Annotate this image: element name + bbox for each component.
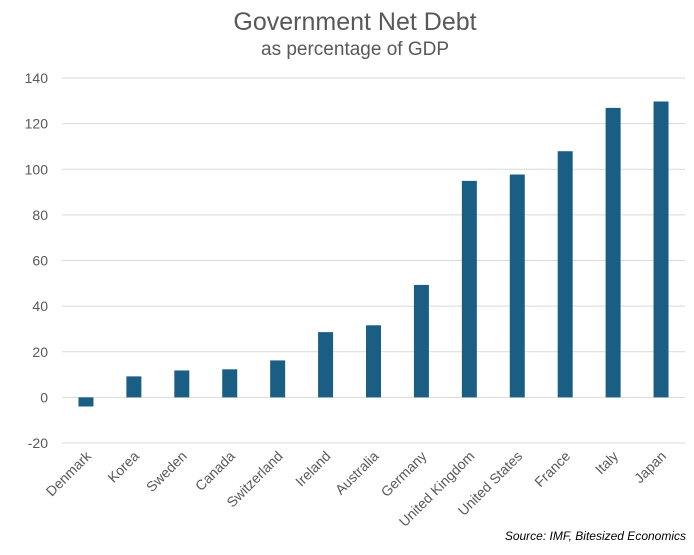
y-tick-label: 80 [32, 207, 48, 223]
gridlines [62, 77, 685, 444]
x-tick-label: Italy [592, 448, 621, 477]
x-tick-label: France [531, 448, 573, 490]
x-tick-label: Sweden [143, 448, 190, 495]
x-tick-label: Denmark [43, 447, 95, 499]
y-tick-label: 120 [25, 116, 49, 132]
x-tick-label: Ireland [292, 448, 334, 490]
bar-france [557, 151, 573, 398]
bar-japan [653, 101, 669, 398]
y-tick-label: 20 [32, 344, 48, 360]
x-tick-label: Canada [192, 448, 238, 494]
bar-sweden [174, 370, 190, 398]
bar-denmark [78, 397, 94, 407]
x-tick-label: Australia [332, 448, 382, 498]
y-tick-label: 100 [25, 161, 49, 177]
bar-united-states [509, 174, 525, 398]
bar-korea [126, 376, 142, 398]
x-tick-label: Japan [631, 448, 669, 486]
bar-australia [366, 325, 381, 398]
bar-italy [605, 107, 621, 398]
x-tick-label: Korea [104, 448, 142, 486]
bar-canada [222, 369, 238, 398]
chart-subtitle: as percentage of GDP [261, 39, 449, 60]
bars [78, 101, 669, 407]
y-axis-ticks: -20 0 20 40 60 80 100 120 140 [25, 70, 49, 451]
y-tick-label: -20 [28, 435, 48, 451]
y-tick-label: 40 [32, 298, 48, 314]
bar-united-kingdom [461, 180, 477, 398]
chart-title: Government Net Debt [233, 8, 476, 36]
y-tick-label: 140 [25, 70, 49, 86]
y-tick-label: 0 [40, 389, 48, 405]
y-tick-label: 60 [32, 253, 48, 269]
source-note: Source: IMF, Bitesized Economics [505, 529, 686, 543]
bar-switzerland [270, 360, 286, 398]
bar-germany [413, 284, 429, 398]
bar-ireland [318, 332, 334, 398]
